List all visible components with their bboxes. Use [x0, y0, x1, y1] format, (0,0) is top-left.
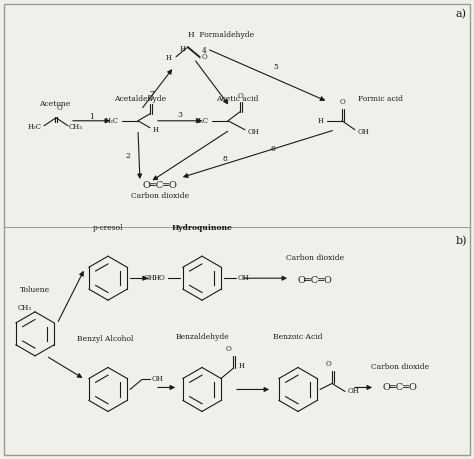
- Text: 6: 6: [270, 145, 275, 153]
- Text: Carbon dioxide: Carbon dioxide: [131, 192, 189, 200]
- Text: 3: 3: [177, 111, 182, 119]
- Text: 1: 1: [89, 113, 94, 121]
- Text: O═C═O: O═C═O: [143, 181, 177, 190]
- Text: O═C═O: O═C═O: [298, 276, 332, 285]
- Text: Acetic acid: Acetic acid: [216, 95, 258, 103]
- Text: H₃C: H₃C: [28, 123, 42, 131]
- Text: H: H: [166, 54, 172, 62]
- Text: OH: OH: [152, 375, 164, 383]
- Text: Benzyl Alcohol: Benzyl Alcohol: [77, 336, 133, 343]
- Text: Benzaldehyde: Benzaldehyde: [175, 333, 229, 341]
- Text: O: O: [202, 53, 208, 61]
- Text: H: H: [153, 126, 159, 134]
- Text: O: O: [326, 360, 332, 369]
- Text: Toluene: Toluene: [20, 286, 50, 294]
- Text: O: O: [237, 92, 243, 100]
- Text: Acetaldehyde: Acetaldehyde: [114, 95, 166, 103]
- Text: H₃C: H₃C: [195, 117, 209, 125]
- Text: OH: OH: [238, 274, 250, 282]
- Text: O: O: [340, 98, 346, 106]
- Text: OH: OH: [248, 128, 260, 136]
- Text: OH: OH: [144, 274, 156, 282]
- Text: O═C═O: O═C═O: [383, 383, 418, 392]
- Text: Formic acid: Formic acid: [358, 95, 403, 103]
- Text: H₃C: H₃C: [105, 117, 119, 125]
- Text: HO: HO: [153, 274, 165, 282]
- Text: 4: 4: [201, 47, 207, 55]
- Text: Acetone: Acetone: [39, 100, 71, 108]
- Text: H: H: [180, 45, 186, 53]
- Text: O: O: [225, 346, 231, 353]
- Text: Carbon dioxide: Carbon dioxide: [286, 254, 344, 262]
- Text: 5: 5: [273, 63, 278, 71]
- Text: Carbon dioxide: Carbon dioxide: [371, 364, 429, 371]
- Text: 7: 7: [150, 90, 155, 98]
- Text: H: H: [239, 363, 245, 370]
- Text: O: O: [56, 104, 62, 112]
- Text: 2: 2: [126, 152, 130, 160]
- Text: O: O: [147, 94, 154, 102]
- Text: b): b): [456, 236, 467, 246]
- Text: OH: OH: [358, 128, 370, 136]
- Text: H  Formaldehyde: H Formaldehyde: [188, 31, 254, 39]
- Text: a): a): [456, 9, 467, 19]
- Text: H: H: [318, 117, 324, 125]
- Text: OH: OH: [348, 387, 360, 396]
- Text: Benzoic Acid: Benzoic Acid: [273, 333, 323, 341]
- Text: 8: 8: [223, 155, 228, 163]
- Text: p-cresol: p-cresol: [93, 224, 123, 232]
- Text: CH₃: CH₃: [18, 304, 32, 312]
- Text: CH₃: CH₃: [69, 123, 83, 131]
- Text: Hydroquinone: Hydroquinone: [172, 224, 233, 232]
